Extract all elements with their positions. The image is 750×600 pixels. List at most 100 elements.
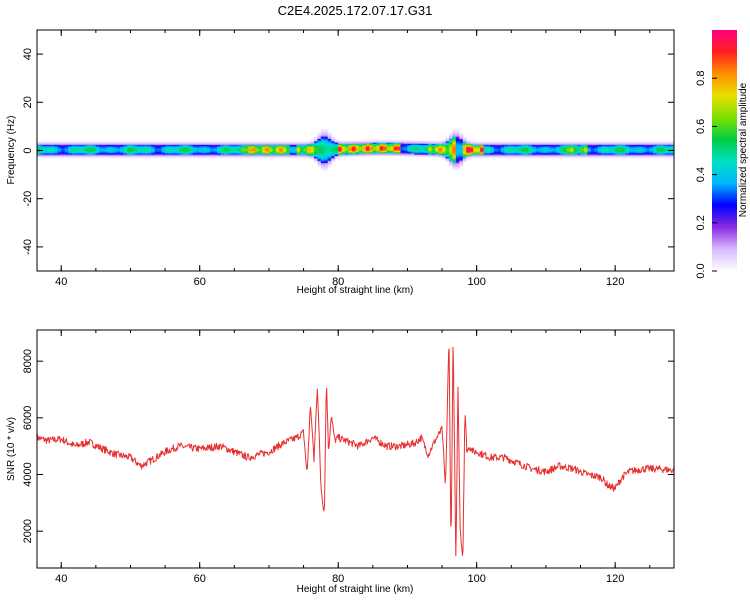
heatmap-cell: [331, 149, 336, 152]
heatmap-cell: [158, 151, 163, 154]
heatmap-cell: [407, 146, 412, 149]
heatmap-cell: [622, 148, 627, 150]
heatmap-cell: [369, 151, 374, 154]
heatmap-cell: [147, 145, 152, 148]
heatmap-cell: [611, 140, 616, 143]
heatmap-cell: [511, 148, 516, 150]
heatmap-cell: [452, 161, 457, 164]
heatmap-cell: [293, 151, 298, 154]
heatmap-cell: [642, 148, 647, 150]
heatmap-cell: [504, 148, 509, 150]
heatmap-cell: [151, 156, 156, 159]
heatmap-cell: [487, 151, 492, 154]
heatmap-cell: [230, 154, 235, 156]
heatmap-cell: [542, 154, 547, 156]
heatmap-cell: [352, 149, 357, 152]
heatmap-cell: [127, 145, 132, 148]
heatmap-cell: [646, 155, 651, 158]
heatmap-cell: [608, 151, 613, 154]
heatmap-cell: [262, 150, 267, 153]
heatmap-cell: [37, 144, 42, 147]
heatmap-cell: [303, 152, 308, 155]
heatmap-cell: [203, 140, 208, 143]
heatmap-cell: [57, 144, 62, 147]
heatmap-cell: [78, 155, 83, 158]
heatmap-cell: [442, 155, 447, 158]
heatmap-cell: [275, 151, 280, 154]
heatmap-cell: [241, 149, 246, 152]
heatmap-cell: [462, 150, 467, 153]
heatmap-cell: [324, 162, 329, 165]
heatmap-cell: [466, 146, 471, 149]
heatmap-cell: [289, 151, 294, 154]
heatmap-cell: [635, 144, 640, 147]
heatmap-cell: [604, 150, 609, 153]
heatmap-cell: [313, 137, 319, 140]
heatmap-cell: [590, 150, 595, 153]
heatmap-cell: [338, 143, 343, 146]
heatmap-cell: [175, 142, 180, 144]
heatmap-cell: [78, 154, 83, 156]
heatmap-cell: [165, 146, 170, 149]
heatmap-cell: [210, 142, 215, 144]
heatmap-cell: [473, 140, 478, 143]
heatmap-cell: [390, 140, 395, 143]
heatmap-cell: [538, 155, 544, 158]
heatmap-cell: [234, 156, 239, 159]
heatmap-cell: [452, 144, 457, 147]
heatmap-cell: [133, 146, 138, 149]
heatmap-cell: [217, 145, 222, 148]
snr-x-tick-label: 100: [467, 573, 485, 585]
heatmap-cell: [282, 156, 287, 159]
heatmap-cell: [459, 155, 464, 158]
heatmap-cell: [320, 167, 325, 170]
snr-y-tick-label: 6000: [22, 406, 34, 430]
heatmap-cell: [424, 150, 429, 153]
heatmap-cell: [480, 140, 485, 143]
heatmap-cell: [597, 149, 602, 152]
heatmap-cell: [189, 154, 194, 156]
heatmap-cell: [317, 134, 322, 137]
heatmap-cell: [476, 151, 481, 154]
heatmap-cell: [566, 145, 571, 148]
heatmap-cell: [230, 149, 235, 152]
heatmap-cell: [372, 148, 377, 150]
heatmap-cell: [639, 144, 644, 147]
snr-x-tick-label: 60: [194, 573, 206, 585]
heatmap-cell: [563, 152, 568, 155]
heatmap-cell: [147, 156, 152, 159]
heatmap-cell: [403, 150, 409, 153]
heatmap-cell: [448, 149, 454, 152]
heatmap-cell: [244, 148, 249, 150]
heatmap-cell: [192, 149, 197, 152]
heatmap-cell: [220, 143, 225, 146]
heatmap-cell: [421, 151, 426, 154]
heatmap-cell: [628, 143, 634, 146]
heatmap-cell: [265, 142, 270, 144]
heatmap-cell: [570, 155, 575, 158]
heatmap-cell: [476, 148, 481, 150]
heatmap-cell: [590, 146, 595, 149]
heatmap-cell: [632, 149, 637, 152]
heatmap-cell: [279, 146, 284, 149]
heatmap-cell: [75, 148, 80, 150]
heatmap-cell: [99, 155, 104, 158]
heatmap-cell: [556, 146, 561, 149]
heatmap-cell: [78, 143, 83, 146]
heatmap-cell: [182, 149, 187, 152]
heatmap-cell: [594, 140, 599, 143]
heatmap-cell: [466, 152, 471, 155]
heatmap-cell: [386, 154, 391, 156]
heatmap-cell: [265, 143, 270, 146]
heatmap-cell: [189, 145, 194, 148]
heatmap-cell: [255, 140, 260, 143]
heatmap-cell: [590, 154, 595, 156]
heatmap-cell: [379, 144, 384, 147]
heatmap-cell: [518, 143, 523, 146]
heatmap-cell: [255, 151, 260, 154]
heatmap-cell: [642, 151, 647, 154]
heatmap-cell: [206, 146, 211, 149]
heatmap-cell: [608, 150, 613, 153]
heatmap-cell: [566, 144, 571, 147]
heatmap-cell: [331, 160, 336, 162]
